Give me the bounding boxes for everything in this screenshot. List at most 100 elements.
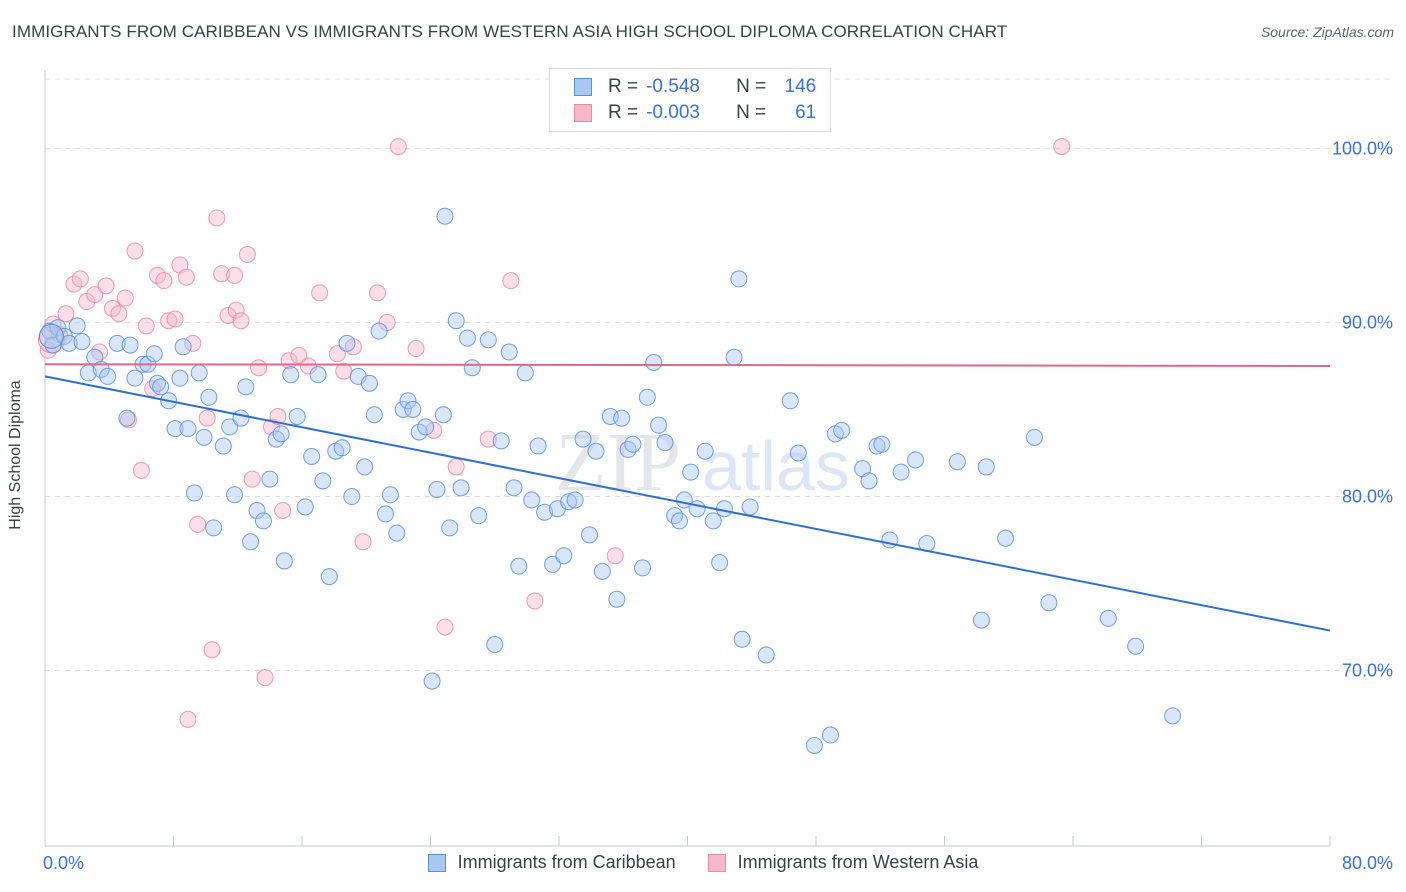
point-caribbean [338, 334, 356, 352]
point-western-asia [502, 272, 520, 290]
point-caribbean [296, 498, 314, 516]
legend-swatch-pink [574, 104, 592, 122]
point-caribbean [49, 319, 67, 337]
point-caribbean [624, 435, 642, 453]
source-label: Source: ZipAtlas.com [1260, 24, 1394, 40]
point-caribbean [441, 519, 459, 537]
point-western-asia [311, 284, 329, 302]
point-caribbean [73, 333, 91, 351]
point-caribbean-cluster [38, 323, 64, 349]
point-caribbean [282, 366, 300, 384]
y-tick-label: 80.0% [1342, 487, 1393, 507]
point-caribbean [574, 430, 592, 448]
legend-row-western-asia: R = -0.003 N = 61 [574, 100, 816, 126]
point-western-asia [238, 246, 256, 264]
point-caribbean [254, 512, 272, 530]
x-tick-label: 80.0% [1342, 853, 1393, 873]
x-tick-label: 0.0% [43, 853, 84, 873]
point-caribbean [200, 388, 218, 406]
point-caribbean [309, 366, 327, 384]
trend-line-caribbean [44, 375, 1331, 632]
point-caribbean [741, 498, 759, 516]
point-caribbean [365, 406, 383, 424]
legend-swatch-pink [707, 853, 726, 872]
y-tick-label: 70.0% [1342, 661, 1393, 681]
point-caribbean [370, 322, 388, 340]
tick-labels: 70.0% 80.0% 90.0% 100.0% 0.0% 80.0% [43, 138, 1393, 873]
point-western-asia [110, 305, 128, 323]
point-caribbean [377, 505, 395, 523]
point-western-asia [198, 409, 216, 427]
point-caribbean [972, 611, 990, 629]
point-western-asia [155, 272, 173, 290]
legend-swatch-blue [574, 78, 592, 96]
point-caribbean [656, 434, 674, 452]
point-caribbean [360, 374, 378, 392]
point-western-asia [389, 138, 407, 156]
point-caribbean [118, 409, 136, 427]
point-caribbean [121, 336, 139, 354]
point-caribbean [248, 501, 266, 519]
point-caribbean [423, 672, 441, 690]
point-western-asia [274, 501, 292, 519]
point-caribbean [781, 392, 799, 410]
point-caribbean [214, 437, 232, 455]
point-western-asia [606, 547, 624, 565]
point-caribbean [267, 430, 285, 448]
point-caribbean [145, 345, 163, 363]
point-caribbean [821, 726, 839, 744]
point-western-asia [299, 357, 317, 375]
y-tick-label: 90.0% [1342, 312, 1393, 332]
legend-item-western-asia[interactable]: Immigrants from Western Asia [707, 852, 979, 873]
legend-item-caribbean[interactable]: Immigrants from Caribbean [427, 852, 676, 873]
point-western-asia [189, 515, 207, 533]
trend-lines [44, 363, 1331, 632]
point-caribbean [185, 484, 203, 502]
point-caribbean [237, 378, 255, 396]
point-caribbean [1164, 707, 1182, 725]
point-western-asia [526, 592, 544, 610]
point-western-asia [232, 312, 250, 330]
point-western-asia [479, 430, 497, 448]
point-western-asia [447, 458, 465, 476]
point-caribbean [593, 562, 611, 580]
point-western-asia [166, 310, 184, 328]
gridlines [45, 78, 1392, 672]
legend-label-western-asia: Immigrants from Western Asia [737, 852, 979, 872]
point-caribbean [711, 554, 729, 572]
point-caribbean [670, 512, 688, 530]
point-caribbean [510, 557, 528, 575]
point-caribbean [608, 590, 626, 608]
point-caribbean [560, 493, 578, 511]
legend-n-value: 61 [795, 102, 817, 123]
point-caribbean [404, 400, 422, 418]
point-caribbean [179, 420, 197, 438]
point-western-asia [116, 289, 134, 307]
point-caribbean [166, 420, 184, 438]
legend-r-value: -0.003 [646, 102, 700, 123]
point-caribbean [463, 359, 481, 377]
correlation-legend: R = -0.548 N = 146 R = -0.003 N = 61 [549, 68, 831, 132]
point-western-asia [436, 618, 454, 636]
point-caribbean [242, 533, 260, 551]
point-caribbean [892, 463, 910, 481]
point-caribbean [126, 369, 144, 387]
point-western-asia [57, 305, 75, 323]
point-western-asia [160, 312, 178, 330]
point-caribbean [725, 348, 743, 366]
point-caribbean [977, 458, 995, 476]
point-caribbean [529, 437, 547, 455]
point-caribbean [99, 367, 117, 385]
point-caribbean [516, 364, 534, 382]
point-western-asia [132, 461, 150, 479]
point-caribbean [536, 503, 554, 521]
point-caribbean [428, 481, 446, 499]
point-western-asia [407, 340, 425, 358]
point-caribbean [92, 360, 110, 378]
point-caribbean [1040, 594, 1058, 612]
point-caribbean [394, 400, 412, 418]
point-caribbean [566, 491, 584, 509]
point-caribbean [645, 353, 663, 371]
point-caribbean [873, 435, 891, 453]
point-western-asia [250, 359, 268, 377]
